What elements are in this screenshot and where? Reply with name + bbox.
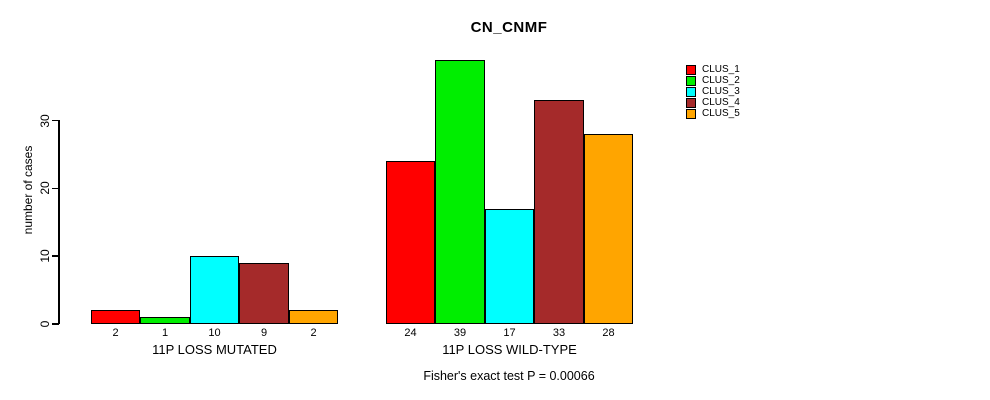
y-axis-tick-label: 20 bbox=[38, 181, 52, 196]
bar-value-label: 17 bbox=[503, 327, 516, 339]
y-axis-tick bbox=[52, 323, 59, 325]
y-axis-line bbox=[58, 120, 60, 324]
legend-item: CLUS_4 bbox=[686, 97, 740, 108]
legend-color-swatch-icon bbox=[686, 64, 696, 75]
y-axis-label: number of cases bbox=[21, 145, 35, 235]
bar-clus_4 bbox=[239, 263, 289, 324]
bar-clus_2 bbox=[435, 60, 485, 324]
y-axis-tick bbox=[52, 255, 59, 257]
bar-value-label: 28 bbox=[602, 327, 615, 339]
y-axis-tick bbox=[52, 119, 59, 122]
chart-legend: CLUS_1 CLUS_2 CLUS_3 CLUS_4 CLUS_5 bbox=[686, 64, 740, 119]
bar-value-label: 10 bbox=[208, 327, 221, 339]
legend-color-swatch-icon bbox=[686, 108, 696, 119]
bar-value-label: 1 bbox=[161, 327, 169, 339]
fisher-test-caption: Fisher's exact test P = 0.00066 bbox=[423, 369, 595, 383]
bar-clus_3 bbox=[485, 209, 534, 324]
bar-value-label: 39 bbox=[453, 327, 467, 339]
bar-clus_1 bbox=[91, 310, 140, 324]
legend-item: CLUS_1 bbox=[686, 64, 740, 75]
bar-clus_3 bbox=[190, 256, 239, 324]
bar-clus_4 bbox=[534, 100, 584, 324]
y-axis-tick bbox=[52, 187, 59, 190]
legend-item: CLUS_3 bbox=[686, 86, 740, 97]
legend-color-swatch-icon bbox=[686, 97, 696, 108]
bar-value-label: 33 bbox=[552, 327, 566, 339]
chart-title: CN_CNMF bbox=[470, 19, 548, 36]
legend-item-label: CLUS_2 bbox=[702, 75, 740, 86]
bar-clus_1 bbox=[386, 161, 435, 324]
y-axis-tick-label: 0 bbox=[38, 320, 52, 328]
bar-value-label: 2 bbox=[112, 327, 119, 339]
bar-value-label: 24 bbox=[404, 327, 417, 339]
y-axis-tick-label: 10 bbox=[38, 249, 52, 263]
legend-color-swatch-icon bbox=[686, 75, 696, 86]
legend-item-label: CLUS_5 bbox=[702, 108, 740, 119]
legend-color-swatch-icon bbox=[686, 86, 696, 97]
legend-item-label: CLUS_4 bbox=[702, 97, 740, 108]
bar-value-label: 2 bbox=[310, 327, 317, 339]
bar-value-label: 9 bbox=[260, 327, 268, 339]
legend-item: CLUS_5 bbox=[686, 108, 740, 119]
x-group-label: 11P LOSS WILD-TYPE bbox=[442, 342, 577, 357]
legend-item: CLUS_2 bbox=[686, 75, 740, 86]
x-group-label: 11P LOSS MUTATED bbox=[152, 342, 277, 357]
legend-item-label: CLUS_3 bbox=[702, 86, 740, 97]
bar-clus_2 bbox=[140, 317, 190, 324]
y-axis-tick-label: 30 bbox=[38, 113, 52, 128]
legend-item-label: CLUS_1 bbox=[702, 64, 740, 75]
bar-clus_5 bbox=[289, 310, 338, 324]
bar-clus_5 bbox=[584, 134, 633, 324]
